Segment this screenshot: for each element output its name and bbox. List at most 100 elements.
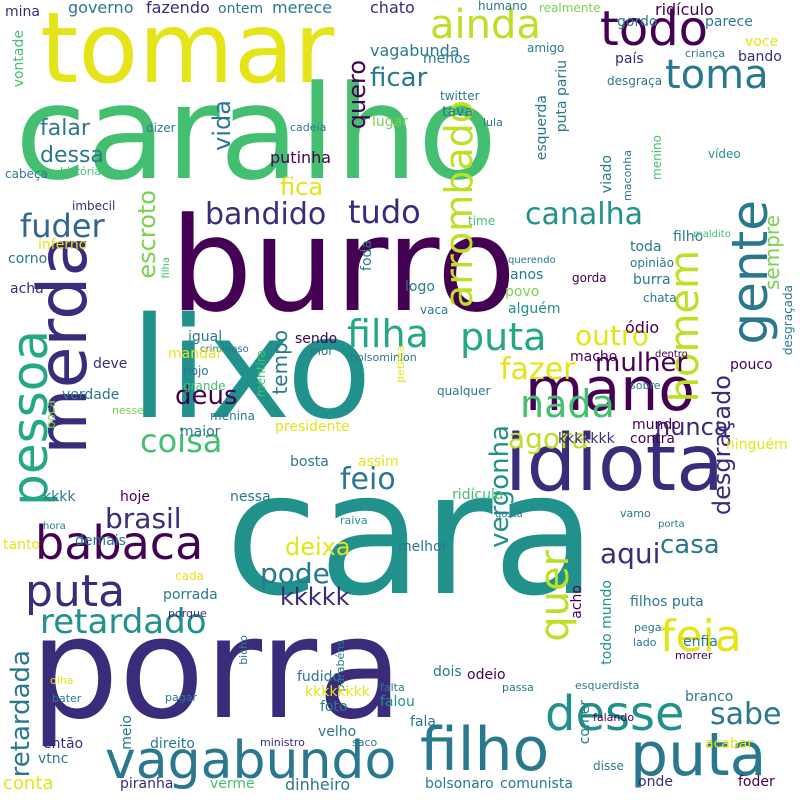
cloud-word: falar	[40, 116, 90, 141]
cloud-word: alguém	[508, 301, 561, 317]
cloud-word: hora	[43, 521, 66, 532]
cloud-word: menino	[650, 135, 664, 180]
cloud-word: gosta	[495, 509, 523, 520]
cloud-word: puta pariu	[554, 60, 570, 133]
cloud-word: nesse	[112, 404, 144, 417]
cloud-word: pagar	[165, 691, 197, 704]
cloud-word: logo	[405, 279, 435, 295]
cloud-word: escroto	[133, 190, 161, 279]
cloud-word: parece	[705, 14, 753, 30]
cloud-word: burra	[633, 272, 671, 288]
cloud-word: qualquer	[437, 384, 491, 398]
cloud-word: fazer	[500, 352, 576, 387]
cloud-word: feia	[660, 611, 742, 662]
cloud-word: canalha	[525, 197, 644, 232]
cloud-word: imbecil	[72, 199, 116, 213]
cloud-word: governo	[68, 0, 134, 17]
cloud-word: gordo	[617, 14, 658, 30]
cloud-word: twitter	[440, 89, 480, 103]
cloud-word: mulher	[595, 348, 688, 378]
cloud-word: fazendo	[146, 0, 210, 17]
cloud-word: esquerda	[534, 95, 550, 161]
cloud-word: história	[60, 165, 102, 178]
cloud-word: hoje	[120, 489, 150, 505]
cloud-word: mano	[525, 355, 695, 425]
cloud-word: demais	[75, 533, 126, 549]
cloud-word: dois	[433, 664, 462, 680]
cloud-word: viado	[599, 155, 615, 194]
cloud-word: kkkkkkk	[558, 431, 615, 447]
cloud-word: macho	[570, 349, 618, 365]
cloud-word: porrada	[163, 587, 218, 603]
cloud-word: ontem	[218, 1, 264, 17]
cloud-word: odeio	[467, 667, 506, 683]
cloud-word: comunista	[500, 776, 573, 792]
cloud-word: anos	[510, 267, 544, 283]
cloud-word: falta	[380, 681, 405, 694]
cloud-word: país	[615, 51, 644, 67]
cloud-word: fuder	[20, 207, 105, 245]
cloud-word: tanto	[3, 537, 40, 553]
cloud-word: ainda	[430, 2, 541, 48]
cloud-word: sobre	[630, 379, 661, 392]
cloud-word: assim	[358, 454, 399, 470]
cloud-word: fudido	[297, 669, 342, 685]
cloud-word: ridícula	[452, 487, 504, 503]
cloud-word: porra	[30, 588, 403, 751]
cloud-word: retardada	[6, 650, 36, 778]
cloud-word: grande	[183, 379, 226, 393]
cloud-word: homem	[662, 250, 708, 403]
cloud-word: cabeça	[5, 167, 48, 181]
cloud-word: deus	[175, 381, 238, 411]
cloud-word: lixo	[130, 288, 372, 451]
cloud-word: verme	[210, 776, 255, 792]
cloud-word: saco	[352, 736, 378, 749]
cloud-word: inferno	[38, 237, 88, 253]
cloud-word: nojo	[183, 364, 209, 378]
cloud-word: sempre	[760, 215, 784, 290]
cloud-word: filha	[347, 312, 429, 356]
cloud-word: realmente	[539, 1, 601, 15]
cloud-word: toma	[665, 52, 769, 98]
cloud-word: chata	[643, 291, 677, 305]
cloud-word: cadeia	[290, 121, 327, 134]
cloud-word: então	[43, 736, 84, 752]
cloud-word: nunca	[655, 413, 729, 441]
cloud-word: disse	[593, 759, 624, 773]
cloud-word: mundo	[632, 417, 681, 433]
cloud-word: acho	[569, 585, 585, 619]
cloud-word: lugar	[372, 114, 408, 130]
cloud-word: putinha	[270, 148, 332, 167]
cloud-word: desgraça	[607, 74, 663, 88]
cloud-word: dessa	[40, 143, 104, 168]
cloud-word: deve	[93, 356, 128, 372]
cloud-word: lado	[633, 636, 657, 649]
cloud-word: deixa	[285, 533, 351, 561]
cloud-word: acha	[10, 281, 44, 297]
cloud-word: kkkkkkkk	[305, 684, 370, 700]
cloud-word: desse	[545, 686, 685, 742]
cloud-word: foder	[738, 774, 775, 790]
cloud-word: esquerdista	[575, 679, 640, 692]
cloud-word: povo	[505, 284, 540, 300]
cloud-word: ficar	[370, 63, 428, 93]
cloud-word: meio	[119, 715, 135, 750]
cloud-word: desgraçada	[781, 285, 795, 356]
cloud-word: opinião	[630, 256, 674, 270]
cloud-word: morrer	[675, 649, 713, 662]
cloud-word: comer	[577, 700, 593, 745]
cloud-word: vagabundo	[105, 731, 397, 791]
cloud-word: vídeo	[708, 147, 741, 161]
cloud-word: ridículo	[655, 0, 714, 19]
cloud-word: melhor	[398, 539, 448, 555]
cloud-word: tava	[442, 104, 473, 120]
cloud-word: foda	[359, 240, 375, 271]
cloud-word: petista	[394, 345, 407, 383]
cloud-word: mandar	[168, 346, 223, 362]
cloud-word: puta	[25, 566, 126, 617]
cloud-word: dentro	[655, 349, 688, 360]
cloud-word: nada	[520, 382, 615, 426]
cloud-word: branco	[685, 689, 734, 705]
cloud-word: bolsominion	[350, 351, 417, 364]
cloud-word: menina	[210, 409, 255, 423]
